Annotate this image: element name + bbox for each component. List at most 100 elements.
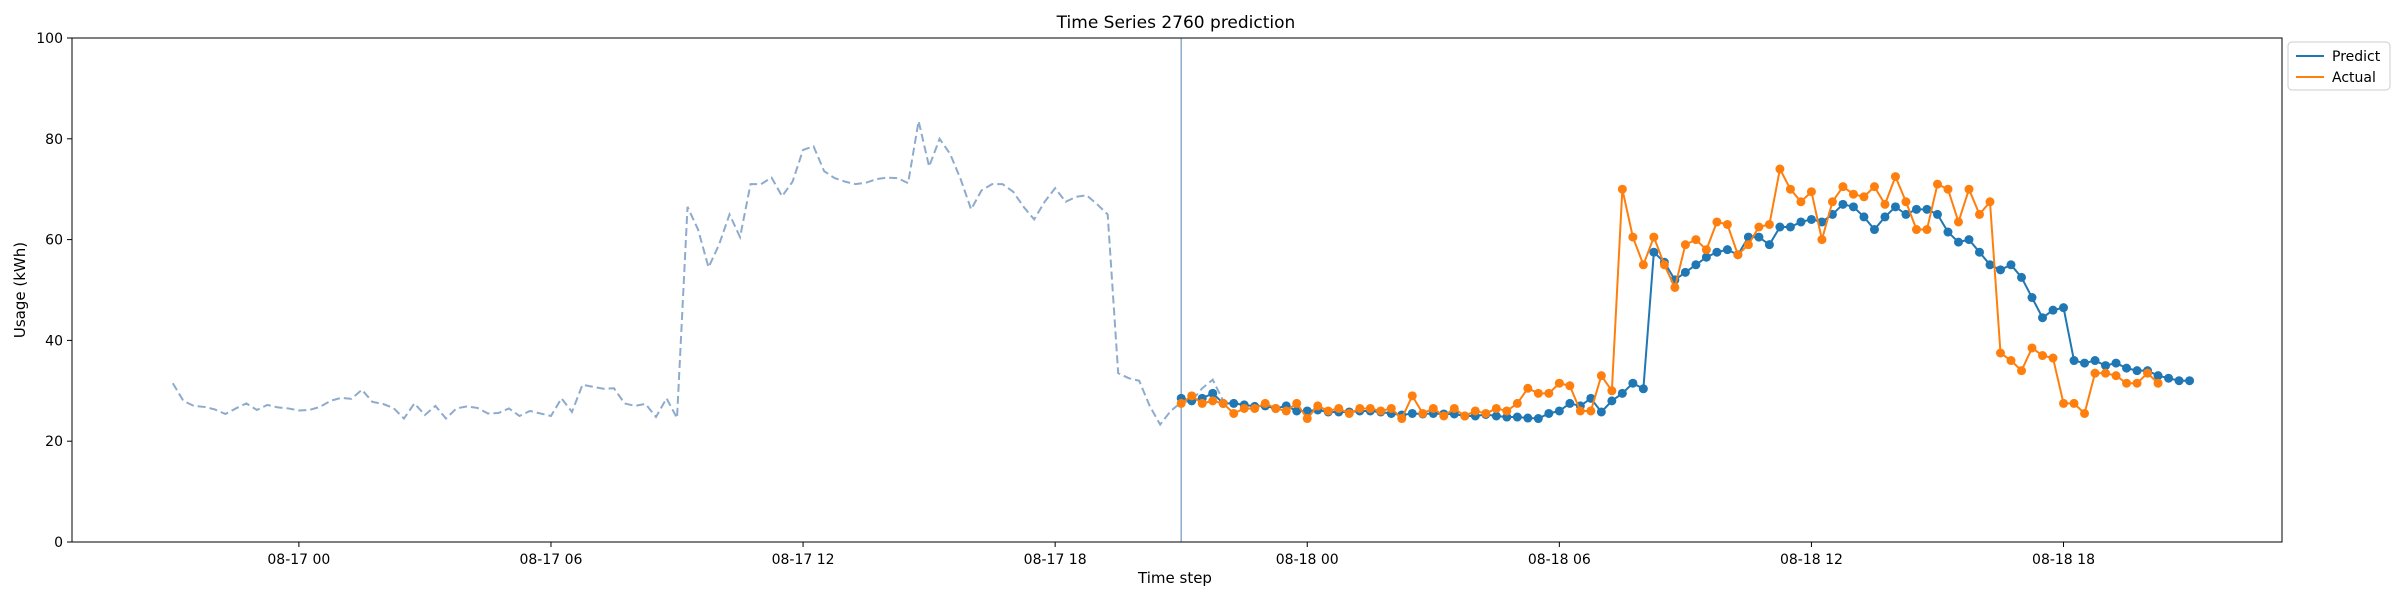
data-point <box>1701 252 1711 262</box>
data-point <box>1491 411 1501 421</box>
data-point <box>1617 388 1627 398</box>
data-point <box>2122 378 2132 388</box>
y-tick-label: 0 <box>54 535 63 551</box>
data-point <box>1554 406 1564 416</box>
data-point <box>1533 388 1543 398</box>
data-point <box>1565 398 1575 408</box>
data-point <box>2048 305 2058 315</box>
data-point <box>1523 413 1533 423</box>
data-point <box>1302 406 1312 416</box>
x-tick-label: 08-18 18 <box>2032 552 2095 568</box>
y-tick-label: 40 <box>45 333 63 349</box>
x-tick-label: 08-17 06 <box>519 552 582 568</box>
data-point <box>1964 235 1974 245</box>
data-point <box>1911 204 1921 214</box>
data-point <box>1922 204 1932 214</box>
data-point <box>1932 179 1942 189</box>
data-point <box>1859 192 1869 202</box>
data-point <box>1617 184 1627 194</box>
data-point <box>1880 212 1890 222</box>
data-point <box>2132 378 2142 388</box>
data-point <box>1607 386 1617 396</box>
data-point <box>1407 408 1417 418</box>
data-point <box>1712 247 1722 257</box>
data-point <box>1848 202 1858 212</box>
data-point <box>1691 260 1701 270</box>
data-point <box>1974 209 1984 219</box>
series-line-actual <box>1180 166 2159 421</box>
y-tick-label: 80 <box>45 132 63 148</box>
x-tick-label: 08-17 00 <box>267 552 330 568</box>
data-point <box>1439 411 1449 421</box>
data-point <box>2153 371 2163 381</box>
data-point <box>2164 373 2174 383</box>
plot-area <box>171 38 2195 542</box>
data-point <box>2006 260 2016 270</box>
data-point <box>1229 408 1239 418</box>
data-point <box>1575 406 1585 416</box>
data-point <box>1943 184 1953 194</box>
data-point <box>2017 366 2027 376</box>
data-point <box>1890 172 1900 182</box>
data-point <box>1848 189 1858 199</box>
data-point <box>2143 368 2153 378</box>
data-point <box>1428 403 1438 413</box>
data-point <box>2122 363 2132 373</box>
data-point <box>1827 197 1837 207</box>
data-point <box>1953 217 1963 227</box>
y-axis-label: Usage (kWh) <box>11 242 29 338</box>
data-point <box>1260 398 1270 408</box>
data-point <box>2027 293 2037 303</box>
data-point <box>2006 356 2016 366</box>
data-point <box>1449 403 1459 413</box>
data-point <box>1292 406 1302 416</box>
data-point <box>1943 227 1953 237</box>
data-point <box>2038 313 2048 323</box>
data-point <box>1901 197 1911 207</box>
data-point <box>2111 371 2121 381</box>
data-point <box>1911 225 1921 235</box>
data-point <box>2069 356 2079 366</box>
data-point <box>1386 403 1396 413</box>
data-point <box>1239 403 1249 413</box>
data-point <box>2017 272 2027 282</box>
data-point <box>1481 408 1491 418</box>
data-point <box>1596 407 1606 417</box>
y-tick-label: 60 <box>45 233 63 249</box>
data-point <box>1953 237 1963 247</box>
x-tick-label: 08-18 06 <box>1528 552 1591 568</box>
data-point <box>1859 212 1869 222</box>
data-point <box>2153 378 2163 388</box>
data-point <box>1512 412 1522 422</box>
data-point <box>1313 401 1323 411</box>
data-point <box>1544 388 1554 398</box>
data-point <box>1229 398 1239 408</box>
data-point <box>1775 222 1785 232</box>
data-point <box>1985 260 1995 270</box>
data-point <box>1502 406 1512 416</box>
data-point <box>1323 406 1333 416</box>
data-point <box>1281 406 1291 416</box>
data-point <box>1208 396 1218 406</box>
data-point <box>2090 356 2100 366</box>
data-point <box>2080 358 2090 368</box>
data-point <box>2185 376 2195 386</box>
data-point <box>1418 408 1428 418</box>
data-point <box>1743 240 1753 250</box>
data-point <box>2059 398 2069 408</box>
data-point <box>1187 391 1197 401</box>
data-point <box>1344 408 1354 418</box>
data-point <box>1996 348 2005 358</box>
data-point <box>1334 403 1344 413</box>
data-point <box>1806 187 1816 197</box>
data-point <box>2101 361 2111 371</box>
data-point <box>1565 381 1575 391</box>
history-line <box>171 120 1245 427</box>
data-point <box>1869 225 1879 235</box>
data-point <box>1806 214 1816 224</box>
x-tick-label: 08-17 18 <box>1024 552 1087 568</box>
data-point <box>1712 217 1722 227</box>
y-tick-label: 100 <box>36 31 63 47</box>
x-tick-label: 08-18 12 <box>1780 552 1843 568</box>
